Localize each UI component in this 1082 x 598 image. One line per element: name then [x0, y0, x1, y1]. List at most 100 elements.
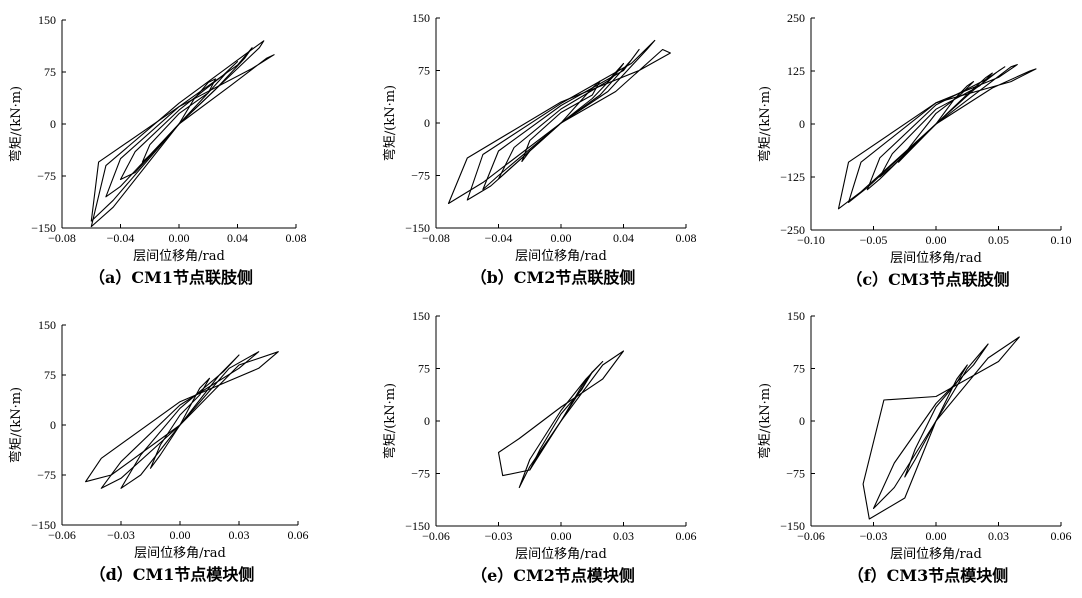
subfigure-caption: （f）CM3节点模块侧 [848, 566, 1008, 585]
y-tick-label: 75 [793, 362, 805, 376]
x-tick-label: 0.05 [988, 233, 1009, 247]
hysteresis-loop-3 [105, 47, 253, 198]
hysteresis-loop-3 [862, 336, 1020, 520]
x-tick-label: −0.03 [485, 529, 513, 543]
x-tick-label: 0.00 [926, 233, 947, 247]
hysteresis-loop-3 [100, 351, 260, 489]
x-axis-label: 层间位移角/rad [133, 249, 225, 264]
x-axis-label: 层间位移角/rad [890, 547, 982, 562]
x-axis-label: 层间位移角/rad [515, 547, 607, 562]
hysteresis-loop-1 [149, 377, 211, 469]
y-tick-label: 75 [418, 362, 430, 376]
y-tick-label: 75 [44, 65, 56, 79]
subfigure-caption: （d）CM1节点模块侧 [90, 565, 255, 584]
y-axis-label: 弯矩/(kN·m) [757, 86, 773, 162]
x-tick-label: −0.06 [422, 529, 450, 543]
y-tick-label: 150 [38, 318, 56, 332]
x-tick-label: −0.04 [107, 231, 135, 245]
hysteresis-loop-5 [447, 48, 671, 205]
y-tick-label: −250 [780, 223, 805, 237]
x-tick-label: 0.03 [229, 528, 250, 542]
y-tick-label: −150 [31, 221, 56, 235]
hysteresis-loop-2 [518, 360, 604, 489]
x-tick-label: 0.10 [1051, 233, 1072, 247]
x-tick-label: 0.00 [169, 231, 190, 245]
y-tick-label: 0 [424, 116, 430, 130]
x-tick-label: −0.06 [797, 529, 825, 543]
y-tick-label: −150 [780, 519, 805, 533]
chart-panel-4: −0.06 −0.03 0.00 0.03 0.06 150 75 0 −75 −150 层间位移角… [8, 318, 309, 584]
x-tick-label: 0.08 [286, 231, 307, 245]
x-tick-label: 0.06 [676, 529, 697, 543]
x-tick-label: 0.06 [288, 528, 309, 542]
y-tick-label: 0 [424, 414, 430, 428]
y-tick-label: 150 [787, 309, 805, 323]
y-tick-label: 150 [412, 11, 430, 25]
y-tick-label: −75 [786, 467, 805, 481]
subfigure-caption: （e）CM2节点模块侧 [471, 566, 635, 585]
y-tick-label: 250 [787, 11, 805, 25]
y-axis-label: 弯矩/(kN·m) [382, 85, 398, 161]
x-tick-label: −0.10 [797, 233, 825, 247]
x-axis-label: 层间位移角/rad [515, 249, 607, 264]
x-tick-label: 0.04 [227, 231, 248, 245]
y-tick-label: 75 [418, 64, 430, 78]
y-tick-label: −75 [411, 467, 430, 481]
y-tick-label: 0 [50, 117, 56, 131]
subfigure-caption: （b）CM2节点联肢侧 [471, 268, 636, 287]
subfigure-caption: （c）CM3节点联肢侧 [846, 270, 1009, 289]
x-tick-label: 0.00 [170, 528, 191, 542]
y-axis-label: 弯矩/(kN·m) [757, 383, 773, 459]
x-tick-label: −0.06 [48, 528, 76, 542]
y-tick-label: 150 [38, 13, 56, 27]
y-tick-label: −125 [780, 170, 805, 184]
y-axis-label: 弯矩/(kN·m) [8, 86, 24, 162]
y-tick-label: −75 [411, 169, 430, 183]
y-tick-label: 0 [799, 117, 805, 131]
y-tick-label: −150 [405, 519, 430, 533]
y-tick-label: 125 [787, 64, 805, 78]
subfigure-caption: （a）CM1节点联肢侧 [89, 268, 253, 287]
x-tick-label: −0.04 [485, 231, 513, 245]
x-tick-label: 0.04 [613, 231, 634, 245]
hysteresis-loop-4 [466, 39, 656, 201]
y-axis-label: 弯矩/(kN·m) [382, 383, 398, 459]
chart-panel-6: −0.06 −0.03 0.00 0.03 0.06 150 75 0 −75 −150 层间位移角… [757, 309, 1072, 585]
hysteresis-loop-2 [120, 354, 240, 489]
x-tick-label: 0.03 [613, 529, 634, 543]
hysteresis-loop-5 [837, 68, 1037, 210]
hysteresis-loop-2 [872, 343, 989, 510]
hysteresis-loop-1 [904, 364, 968, 478]
x-tick-label: −0.05 [860, 233, 888, 247]
y-axis-label: 弯矩/(kN·m) [8, 387, 24, 463]
y-tick-label: 0 [799, 414, 805, 428]
x-tick-label: −0.08 [48, 231, 76, 245]
hysteresis-loop-3 [866, 66, 1006, 191]
chart-panel-1: −0.08 −0.04 0.00 0.04 0.08 150 75 0 −75 −150 层间位移角… [8, 13, 307, 287]
x-tick-label: 0.00 [551, 231, 572, 245]
hysteresis-loop-1 [521, 80, 601, 163]
chart-panel-2: −0.08 −0.04 0.00 0.04 0.08 150 75 0 −75 −150 层间位移角… [382, 11, 697, 287]
x-axis-label: 层间位移角/rad [890, 251, 982, 266]
x-tick-label: 0.00 [551, 529, 572, 543]
x-tick-label: −0.03 [107, 528, 135, 542]
chart-panel-3: −0.10 −0.05 0.00 0.05 0.10 250 125 0 −125 −250 层间位… [757, 11, 1072, 289]
x-tick-label: 0.08 [676, 231, 697, 245]
x-tick-label: 0.06 [1051, 529, 1072, 543]
y-tick-label: 0 [50, 418, 56, 432]
y-tick-label: 75 [44, 368, 56, 382]
x-axis-label: 层间位移角/rad [134, 546, 226, 561]
y-tick-label: −75 [37, 468, 56, 482]
hysteresis-loop-4 [90, 40, 265, 228]
x-tick-label: 0.03 [988, 529, 1009, 543]
hysteresis-loop-3 [482, 48, 640, 191]
x-tick-label: 0.00 [926, 529, 947, 543]
hysteresis-loop-1 [141, 78, 217, 163]
hysteresis-loop-3 [497, 350, 625, 477]
chart-panel-5: −0.06 −0.03 0.00 0.03 0.06 150 75 0 −75 −150 层间位移角… [382, 309, 697, 585]
hysteresis-loop-4 [85, 351, 279, 483]
hysteresis-loop-4 [847, 64, 1018, 203]
y-tick-label: 150 [412, 309, 430, 323]
y-tick-label: −150 [405, 221, 430, 235]
